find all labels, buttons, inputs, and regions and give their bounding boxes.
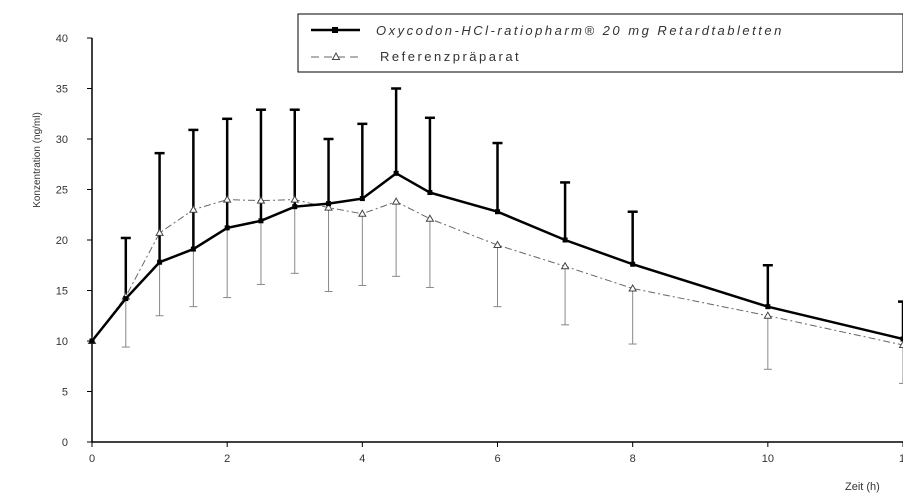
point-oxycodon [765, 304, 771, 310]
point-referenz [155, 228, 164, 236]
point-oxycodon [190, 246, 196, 252]
x-tick-label: 4 [359, 453, 365, 465]
point-referenz [898, 340, 903, 349]
x-tick-label: 6 [494, 453, 500, 465]
point-oxycodon [123, 296, 129, 302]
point-oxycodon [427, 190, 433, 196]
point-referenz [425, 214, 435, 222]
legend-label-oxycodon: Oxycodon-HCl-ratiopharm® 20 mg Retardtab… [376, 23, 784, 38]
point-referenz [324, 203, 333, 211]
legend-box [297, 13, 903, 73]
point-oxycodon [900, 336, 903, 342]
point-oxycodon [359, 196, 365, 202]
point-oxycodon [89, 338, 95, 344]
x-tick-label: 8 [630, 453, 636, 465]
point-referenz [493, 240, 502, 249]
y-axis-label: Konzentration (ng/ml) [32, 112, 43, 208]
x-ticks: 0 2 4 6 8 10 12 [89, 442, 903, 465]
point-referenz [189, 205, 198, 213]
x-tick-label: 0 [89, 453, 95, 465]
point-referenz [222, 195, 232, 203]
y-tick-label: 40 [56, 33, 68, 45]
x-tick-label: 2 [224, 453, 230, 465]
point-referenz [763, 311, 773, 319]
point-oxycodon [258, 218, 264, 224]
point-oxycodon [157, 259, 163, 265]
y-tick-label: 5 [62, 387, 68, 399]
x-axis-label: Zeit (h) [845, 481, 880, 493]
error-bars [120, 87, 903, 384]
point-oxycodon [630, 261, 636, 267]
axes [91, 38, 903, 443]
point-oxycodon [292, 204, 298, 210]
x-tick-label: 12 [899, 453, 903, 465]
point-referenz [628, 283, 638, 292]
y-tick-label: 25 [56, 185, 68, 197]
series-markers [87, 170, 903, 349]
point-oxycodon [326, 201, 332, 207]
y-tick-label: 10 [56, 336, 68, 348]
series-line-oxycodon [91, 171, 903, 342]
y-tick-label: 20 [56, 235, 68, 247]
series-lines [91, 171, 903, 346]
point-referenz [560, 261, 570, 270]
y-tick-label: 35 [56, 84, 68, 96]
legend: Oxycodon-HCl-ratiopharm® 20 mg Retardtab… [297, 13, 903, 73]
x-tick-label: 10 [762, 453, 774, 465]
point-oxycodon [495, 209, 500, 215]
point-oxycodon [562, 237, 568, 243]
y-tick-label: 30 [56, 134, 68, 146]
point-oxycodon [393, 170, 399, 176]
legend-label-referenz: Referenzpräparat [380, 49, 521, 64]
legend-marker-oxycodon [332, 27, 338, 33]
point-referenz [391, 197, 401, 205]
y-tick-label: 15 [56, 286, 68, 298]
point-referenz [357, 209, 367, 217]
point-referenz [290, 195, 300, 203]
y-ticks: 0 5 10 15 20 25 30 35 40 [56, 33, 92, 449]
legend-marker-referenz [331, 51, 341, 60]
point-oxycodon [224, 225, 230, 231]
point-referenz [256, 196, 266, 204]
y-tick-label: 0 [62, 437, 68, 449]
